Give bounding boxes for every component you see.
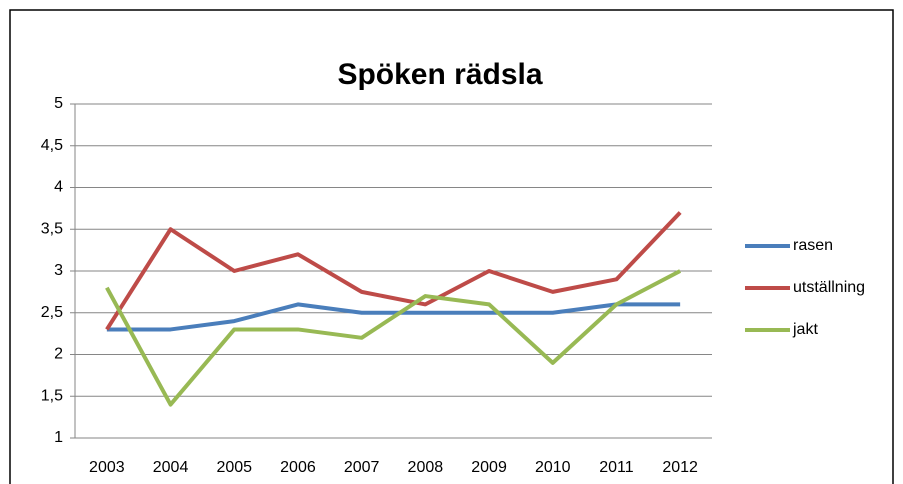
- x-tick-label: 2003: [89, 459, 125, 476]
- x-tick-label: 2004: [153, 459, 189, 476]
- legend-label: jakt: [792, 321, 818, 338]
- x-tick-label: 2005: [216, 459, 252, 476]
- legend-label: rasen: [793, 237, 833, 254]
- x-tick-label: 2007: [344, 459, 380, 476]
- line-series: [106, 302, 681, 332]
- x-tick-label: 2008: [408, 459, 444, 476]
- line-series: [105, 269, 682, 407]
- y-tick-label: 2,5: [41, 304, 63, 321]
- chart-title: Spöken rädsla: [337, 58, 542, 91]
- y-tick-label: 1,5: [41, 387, 63, 404]
- x-tick-label: 2012: [662, 459, 698, 476]
- y-tick-label: 3: [54, 262, 63, 279]
- y-tick-label: 4,5: [41, 137, 63, 154]
- y-tick-label: 1: [54, 429, 63, 446]
- y-tick-label: 3,5: [41, 220, 63, 237]
- y-tick-label: 2: [54, 346, 63, 363]
- x-tick-label: 2011: [599, 459, 634, 476]
- y-tick-label: 5: [54, 95, 63, 112]
- x-tick-label: 2006: [280, 459, 316, 476]
- y-tick-label: 4: [54, 179, 63, 196]
- legend-label: utställning: [793, 279, 865, 296]
- x-tick-label: 2009: [471, 459, 507, 476]
- x-tick-label: 2010: [535, 459, 571, 476]
- line-series: [105, 211, 682, 331]
